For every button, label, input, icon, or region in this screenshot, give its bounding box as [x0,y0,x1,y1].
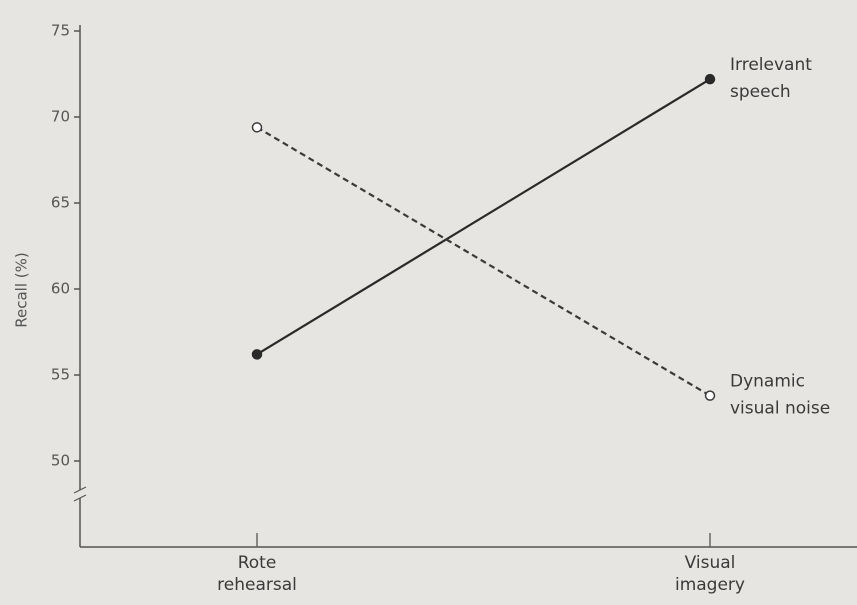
point [704,73,716,85]
series-label: Irrelevant speech [730,55,812,102]
y-tick-label: 65 [51,194,70,212]
point [704,390,716,401]
y-axis-label: Recall (%) [13,252,31,327]
y-tick-label: 75 [51,22,70,40]
axis-break [73,486,87,494]
y-tick-label: 50 [51,452,70,470]
series-line [256,78,711,356]
y-tick-label: 60 [51,280,70,298]
axis-break-gap [77,490,83,498]
series-label: Dynamic visual noise [730,372,830,419]
y-tick-label: 55 [51,366,70,384]
y-tick-label: 70 [51,108,70,126]
point [251,122,263,133]
series-line [256,126,711,397]
point [251,349,263,360]
axis-break [73,494,87,502]
x-tick-label: Visual imagery [675,553,745,595]
x-tick-label: Rote rehearsal [217,553,297,595]
